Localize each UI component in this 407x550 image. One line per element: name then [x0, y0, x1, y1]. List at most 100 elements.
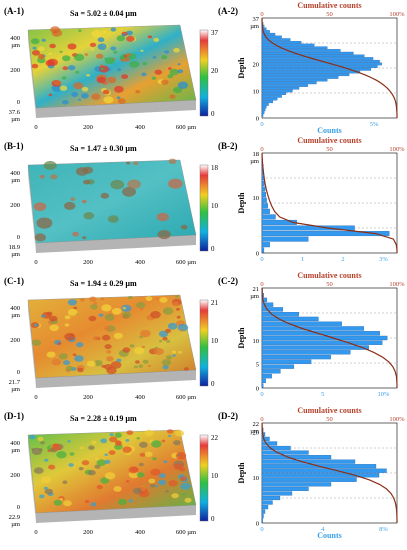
counts-tick: 1 — [301, 256, 304, 263]
surface-texture-blob — [136, 472, 145, 478]
surface-z-unit: µm — [11, 386, 20, 393]
surface-texture-blob — [155, 485, 159, 488]
surface-texture-blob — [177, 63, 181, 66]
surface-texture-blob — [129, 60, 140, 68]
surface-texture-blob — [148, 478, 156, 484]
surface-panel-label: (D-1) — [4, 411, 24, 421]
surface-texture-blob — [78, 29, 82, 32]
surface-side-front — [36, 100, 196, 118]
hist-depth-axis-label: Depth — [237, 462, 246, 483]
surface-texture-blob — [74, 355, 84, 362]
surface-texture-blob — [167, 74, 174, 79]
surface-y-tick: 200 — [10, 472, 20, 479]
surface-texture-blob — [113, 332, 123, 340]
surface-texture-blob — [117, 68, 122, 72]
surface-y-unit: µm — [11, 312, 20, 319]
surface-texture-blob — [166, 355, 173, 360]
surface-texture-blob — [73, 82, 84, 90]
hist-depth-unit: µm — [250, 428, 259, 435]
hist-bar — [261, 350, 351, 355]
surface-texture-blob — [180, 329, 184, 332]
hist-depth-tick: 20 — [253, 430, 260, 437]
colorbar — [199, 434, 209, 522]
hist-bar — [261, 455, 332, 460]
hist-bar — [261, 450, 309, 455]
surface-texture-blob — [111, 307, 122, 315]
surface-texture-blob — [88, 470, 96, 476]
surface-texture-blob — [152, 457, 157, 461]
surface-texture-blob — [75, 70, 80, 74]
counts-tick: 10% — [378, 391, 391, 398]
surface-texture-blob — [97, 37, 105, 43]
surface-texture-blob — [29, 434, 36, 440]
hist-bar — [261, 38, 291, 41]
counts-tick: 0 — [260, 391, 263, 398]
surface-texture-blob — [180, 224, 188, 230]
surface-texture-blob — [139, 441, 148, 448]
surface-texture-blob — [177, 454, 181, 457]
surface-texture-blob — [78, 98, 82, 101]
surface-texture-blob — [50, 174, 58, 180]
hist-bar — [261, 369, 281, 374]
surface-texture-blob — [32, 46, 37, 50]
counts-tick: 4 — [321, 526, 325, 533]
surface-texture-blob — [92, 336, 99, 341]
surface-texture-blob — [171, 350, 176, 354]
hist-bar — [261, 70, 361, 74]
surface-texture-blob — [86, 360, 96, 367]
surface-texture-blob — [67, 65, 76, 71]
colorbar-tick: 0 — [211, 110, 215, 118]
surface-texture-blob — [88, 315, 97, 322]
surface-texture-blob — [57, 342, 62, 345]
surface-texture-blob — [163, 460, 168, 464]
surface-texture-blob — [130, 466, 139, 473]
surface-texture-blob — [30, 38, 40, 45]
surface-texture-blob — [74, 53, 85, 62]
surface-texture-blob — [104, 326, 111, 331]
surface-texture-blob — [138, 462, 144, 467]
surface-texture-blob — [161, 55, 168, 60]
hist-depth-tick: 0 — [256, 521, 259, 528]
surface-texture-blob — [67, 43, 77, 50]
surface-side-front — [36, 235, 196, 253]
surface-y-tick: 200 — [10, 337, 20, 344]
surface-texture-blob — [61, 55, 71, 62]
surface-texture-blob — [172, 301, 179, 307]
surface-texture-blob — [89, 296, 97, 302]
hist-depth-max: 37 — [253, 16, 260, 23]
surface-texture-blob — [135, 360, 140, 364]
surface-texture-blob — [100, 438, 108, 444]
hist-bar — [261, 97, 278, 101]
surface-x-tick: 400 — [135, 394, 145, 401]
surface-texture-blob — [136, 437, 140, 440]
surface-texture-blob — [49, 43, 56, 49]
cumulative-tick: 0 — [260, 11, 263, 18]
surface-texture-blob — [76, 342, 84, 348]
hist-depth-tick: 20 — [253, 61, 260, 68]
surface-texture-blob — [31, 63, 39, 69]
surface-texture-blob — [36, 217, 53, 229]
surface-z-max: 37.6 — [9, 109, 21, 116]
hist-bar — [261, 359, 312, 364]
hist-bar — [261, 192, 267, 198]
hist-depth-axis-label: Depth — [237, 192, 246, 213]
colorbar-tick: 21 — [211, 299, 219, 307]
surface-texture-blob — [34, 467, 44, 474]
surface-texture-blob — [31, 447, 42, 455]
surface-texture-blob — [179, 476, 187, 482]
hist-bar — [261, 482, 332, 487]
counts-tick: 2 — [341, 256, 344, 263]
sa-value-label: Sa = 1.94 ± 0.29 µm — [70, 279, 137, 288]
surface-side-left — [28, 435, 36, 523]
surface-texture-blob — [145, 296, 153, 301]
surface-z-max: 22.9 — [9, 514, 20, 521]
surface-texture-blob — [158, 473, 166, 479]
colorbar-tick: 20 — [211, 67, 219, 75]
surface-texture-blob — [93, 302, 98, 305]
surface-texture-blob — [176, 307, 180, 311]
surface-texture-blob — [46, 311, 53, 316]
surface-texture-blob — [79, 298, 85, 302]
hist-bar — [261, 181, 265, 187]
surface-texture-blob — [184, 497, 192, 503]
hist-bar — [261, 68, 372, 71]
